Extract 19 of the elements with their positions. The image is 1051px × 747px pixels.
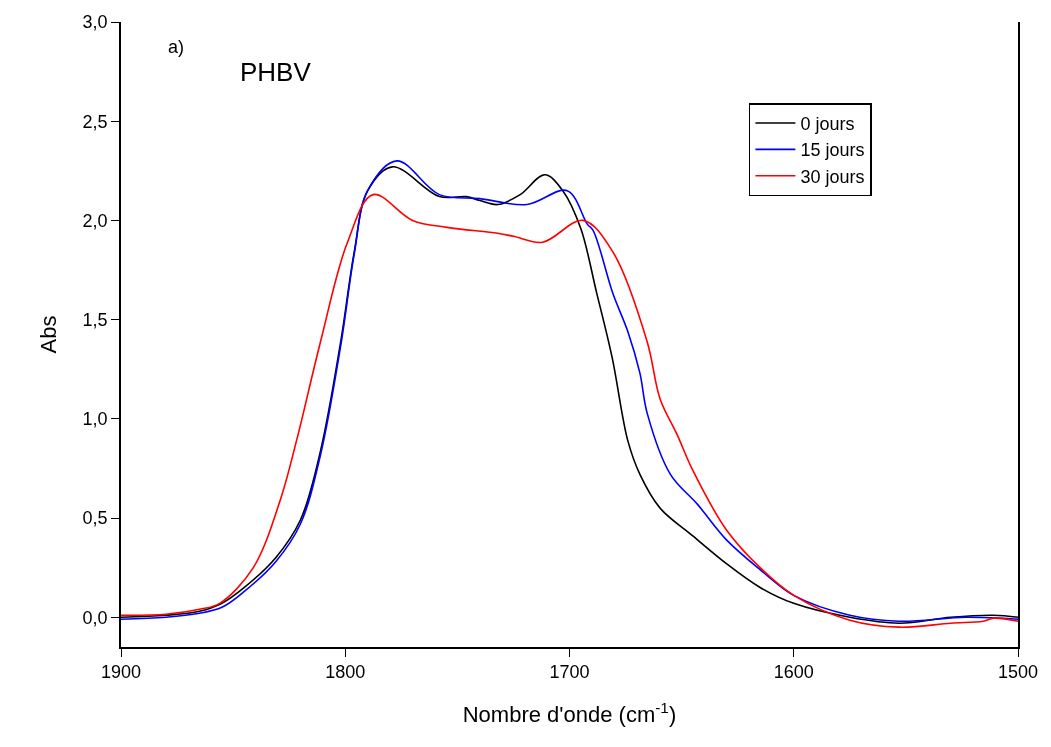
x-tick-label: 1700 <box>549 662 590 683</box>
annotation: PHBV <box>240 57 312 87</box>
x-tick-label: 1500 <box>997 662 1039 683</box>
y-tick-label: 2,0 <box>82 210 108 231</box>
y-tick-label: 2,5 <box>82 111 108 132</box>
x-axis-title: Nombre d'onde (cm$^{-1}$) <box>462 698 677 727</box>
x-tick-label: 1600 <box>773 662 814 683</box>
y-tick-label: 1,0 <box>82 409 108 430</box>
legend-label: 15 jours <box>800 140 865 161</box>
y-tick-label: 0,5 <box>82 508 108 529</box>
y-tick-label: 3,0 <box>82 12 108 33</box>
x-tick-label: 1800 <box>325 662 366 683</box>
annotation: a) <box>168 37 185 57</box>
legend-label: 0 jours <box>800 113 855 134</box>
y-axis-title: Abs <box>35 315 61 354</box>
y-tick-label: 0,0 <box>82 607 108 628</box>
legend-label: 30 jours <box>800 166 865 187</box>
y-tick-label: 1,5 <box>82 309 108 330</box>
x-tick-label: 1900 <box>100 662 142 683</box>
